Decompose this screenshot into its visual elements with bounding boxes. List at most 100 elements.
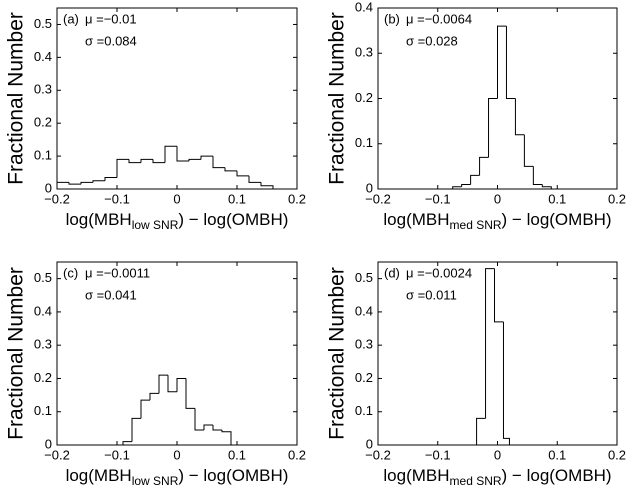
annotation-sigma: σ =0.041: [85, 287, 137, 302]
histogram-bin: [212, 156, 225, 169]
histogram-bin: [152, 159, 165, 164]
annotation-mu: μ =−0.0011: [85, 265, 150, 280]
histogram-bin: [200, 155, 213, 160]
histogram-bin: [80, 181, 93, 185]
x-axis-label: log(MBHlow SNR) − log(OMBH): [66, 466, 289, 488]
x-label-part: log(MBH: [383, 466, 449, 485]
annotation-sigma: σ =0.084: [85, 33, 137, 48]
histogram-bin: [122, 441, 132, 445]
y-tick-label: 0: [366, 180, 373, 195]
x-tick-label: −0.1: [104, 447, 130, 462]
histogram-bin: [505, 26, 516, 99]
x-label-part: ) − log(OMBH): [178, 210, 288, 229]
x-tick-label: 0: [494, 447, 501, 462]
x-tick-label: −0.1: [425, 447, 451, 462]
x-tick-label: −0.2: [44, 447, 70, 462]
x-label-subscript: low SNR: [132, 218, 179, 232]
histogram-bin: [104, 176, 117, 181]
histogram-bin: [212, 425, 222, 431]
histogram-bin: [479, 156, 489, 176]
x-axis-label: log(MBHmed SNR) − log(OMBH): [383, 210, 611, 232]
y-tick-label: 0.3: [34, 337, 52, 352]
y-tick-label: 0.5: [34, 16, 52, 31]
histogram-bin: [164, 145, 177, 163]
x-tick-label: −0.2: [365, 447, 391, 462]
histogram-bin: [476, 417, 486, 445]
y-tick-label: 0: [45, 436, 52, 451]
x-label-part: log(MBH: [383, 210, 449, 229]
x-tick-label: 0: [173, 447, 180, 462]
histogram-bin: [248, 175, 261, 183]
y-tick-label: 0.5: [34, 270, 52, 285]
histogram-bin: [185, 378, 195, 409]
x-label-part: ) − log(OMBH): [502, 210, 612, 229]
histogram-bin: [488, 98, 498, 158]
y-tick-label: 0: [45, 180, 52, 195]
histogram-bin: [224, 167, 237, 172]
histogram-bin: [236, 170, 249, 177]
x-label-part: log(MBH: [66, 466, 132, 485]
panel-label: (c): [63, 265, 78, 280]
x-tick-label: 0.1: [548, 191, 566, 206]
annotation-mu: μ =−0.0064: [406, 11, 472, 26]
annotation-sigma: σ =0.011: [406, 287, 457, 302]
histogram-bin: [128, 159, 141, 164]
histogram-bin: [131, 417, 141, 442]
x-label-part: ) − log(OMBH): [178, 466, 288, 485]
histogram-bin: [470, 174, 480, 185]
y-axis-label: Fractional Number: [5, 267, 28, 440]
histogram-bin: [158, 374, 168, 394]
y-axis-label: Fractional Number: [5, 12, 28, 185]
x-tick-label: 0: [494, 191, 501, 206]
x-label-subscript: low SNR: [132, 474, 179, 488]
histogram-bin: [494, 268, 504, 323]
histogram-bin: [203, 424, 213, 431]
y-tick-label: 0.2: [355, 90, 373, 105]
histogram-bin: [461, 183, 471, 187]
x-label-subscript: med SNR: [450, 474, 502, 488]
histogram-bin: [485, 268, 495, 419]
histogram-bin: [176, 377, 186, 392]
histogram-bin: [188, 158, 201, 162]
x-label-part: ) − log(OMBH): [502, 466, 612, 485]
x-tick-label: 0.2: [288, 191, 306, 206]
histogram-bin: [452, 186, 462, 189]
x-tick-label: 0.1: [228, 191, 246, 206]
histogram-bin: [176, 146, 189, 162]
histogram-bin: [140, 399, 150, 419]
x-tick-label: 0.2: [608, 191, 626, 206]
x-tick-label: 0.1: [548, 447, 566, 462]
histogram-bin: [68, 182, 81, 185]
x-label-subscript: med SNR: [450, 218, 502, 232]
x-axis-label: log(MBHlow SNR) − log(OMBH): [66, 210, 289, 232]
y-tick-label: 0.1: [34, 403, 52, 418]
y-tick-label: 0.3: [355, 337, 373, 352]
y-tick-label: 0.4: [34, 303, 52, 318]
histogram-bin: [92, 180, 105, 183]
x-tick-label: 0.1: [228, 447, 246, 462]
y-tick-label: 0.4: [355, 303, 373, 318]
histogram-bin: [149, 392, 159, 401]
y-tick-label: 0.2: [355, 370, 373, 385]
annotation-sigma: σ =0.028: [406, 33, 458, 48]
y-tick-label: 0.2: [34, 115, 52, 130]
histogram-bin: [56, 181, 69, 189]
y-tick-label: 0.1: [34, 148, 52, 163]
y-tick-label: 0.2: [34, 370, 52, 385]
x-axis-label: log(MBHmed SNR) − log(OMBH): [383, 466, 611, 488]
histogram-bin: [523, 134, 534, 167]
histogram-bin: [140, 158, 153, 163]
histogram-bin: [260, 182, 274, 189]
y-tick-label: 0.3: [355, 45, 373, 60]
y-tick-label: 0.1: [355, 135, 373, 150]
annotation-mu: μ =−0.01: [85, 11, 137, 26]
y-tick-label: 0.4: [34, 49, 52, 64]
panel-label: (b): [384, 11, 400, 26]
histogram-bin: [194, 408, 204, 431]
histogram-bin: [116, 158, 129, 178]
y-axis-label: Fractional Number: [326, 267, 349, 440]
x-tick-label: 0: [173, 191, 180, 206]
panel-label: (a): [63, 11, 79, 26]
x-tick-label: 0.2: [608, 447, 626, 462]
y-axis-label: Fractional Number: [326, 12, 349, 185]
